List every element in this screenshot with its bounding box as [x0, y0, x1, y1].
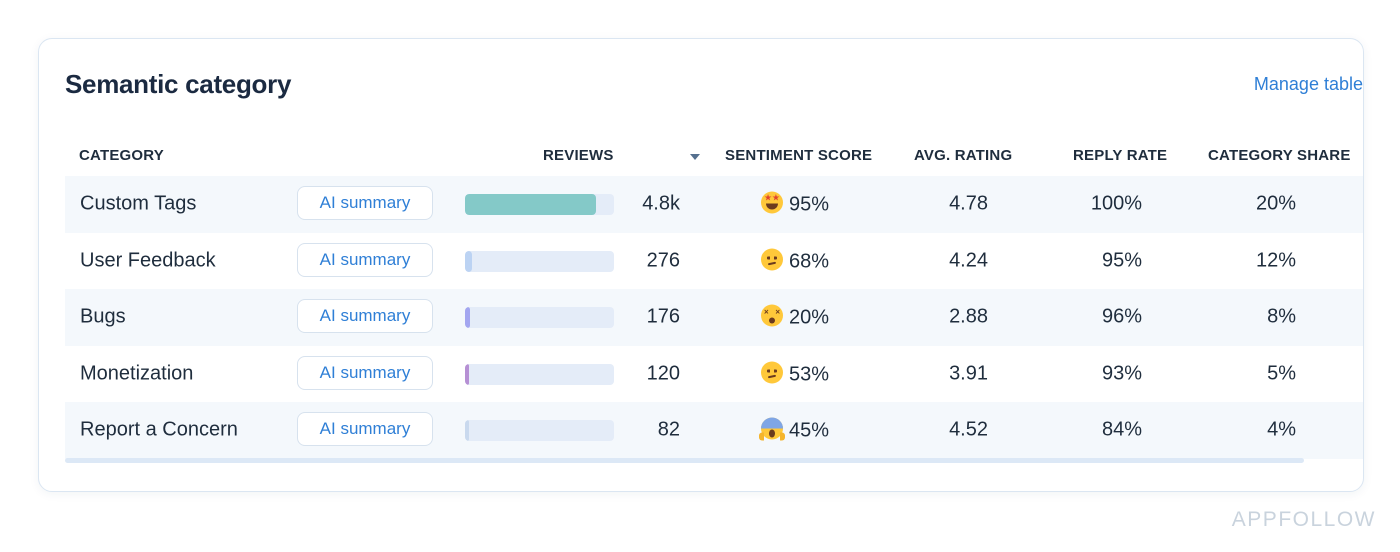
sentiment-value: 53%	[789, 363, 830, 386]
ai-summary-button[interactable]: AI summary	[297, 412, 433, 446]
sentiment-value: 95%	[789, 193, 830, 216]
reviews-count: 120	[646, 362, 680, 385]
sentiment-score: 53%	[761, 361, 829, 386]
ai-summary-button[interactable]: AI summary	[297, 355, 433, 390]
category-share: 4%	[1267, 418, 1296, 441]
avg-rating: 3.91	[949, 362, 988, 385]
reviews-bar-fill	[465, 363, 469, 385]
table-row[interactable]: Report a Concern AI summary 82 45% 4.52 84% 4%	[65, 402, 1363, 459]
semantic-category-card: Semantic category Manage table CATEGORY …	[38, 38, 1364, 492]
reviews-bar-fill	[465, 250, 473, 272]
reply-rate: 84%	[1101, 418, 1142, 441]
category-name: User Feedback	[80, 249, 216, 272]
manage-table-link[interactable]: Manage table	[1253, 74, 1363, 94]
category-name: Report a Concern	[80, 418, 238, 441]
ai-summary-button[interactable]: AI summary	[297, 186, 433, 220]
reviews-bar	[465, 250, 614, 272]
category-name: Custom Tags	[80, 192, 197, 215]
category-share: 8%	[1267, 305, 1296, 328]
table-row[interactable]: Custom Tags AI summary 4.8k 95% 4.78 100% 20%	[65, 176, 1363, 233]
table-body: Custom Tags AI summary 4.8k 95% 4.78 100% 20% U…	[65, 176, 1363, 459]
avg-rating: 2.88	[949, 305, 988, 328]
reviews-bar-fill	[465, 194, 597, 215]
avg-rating: 4.24	[949, 249, 988, 272]
category-share: 20%	[1255, 192, 1296, 215]
reply-rate: 93%	[1101, 362, 1142, 385]
category-name: Bugs	[80, 305, 126, 328]
column-header-reviews[interactable]: REVIEWS	[543, 147, 614, 164]
reply-rate: 96%	[1101, 305, 1142, 328]
reviews-count: 176	[646, 305, 680, 328]
sentiment-score: × × 20%	[761, 304, 830, 330]
sentiment-score: 95%	[761, 191, 830, 217]
appfollow-watermark: APPFOLLOW	[1231, 508, 1376, 531]
avg-rating: 4.52	[949, 418, 988, 441]
reviews-count: 276	[646, 249, 680, 272]
sort-descending-icon[interactable]	[690, 154, 700, 160]
reviews-count: 82	[657, 418, 680, 441]
screaming-face-icon	[759, 417, 785, 441]
column-header-category[interactable]: CATEGORY	[79, 147, 164, 164]
star-struck-face-icon	[761, 191, 783, 214]
sentiment-value: 68%	[789, 250, 830, 273]
column-header-avg-rating[interactable]: AVG. RATING	[914, 147, 1013, 164]
dizzy-face-icon: × ×	[761, 304, 783, 327]
reviews-bar	[465, 307, 614, 328]
category-share: 12%	[1255, 249, 1296, 272]
table-row[interactable]: Monetization AI summary 120 53% 3.91 93% 5%	[65, 346, 1363, 403]
column-header-sentiment[interactable]: SENTIMENT SCORE	[725, 147, 873, 164]
avg-rating: 4.78	[949, 192, 988, 215]
ai-summary-button[interactable]: AI summary	[297, 299, 433, 333]
reviews-bar-fill	[465, 420, 469, 441]
table-header: CATEGORY REVIEWS SENTIMENT SCORE AVG. RA…	[39, 135, 1363, 175]
sentiment-score: 45%	[759, 417, 830, 443]
column-header-category-share[interactable]: CATEGORY SHARE	[1208, 147, 1351, 164]
table-row[interactable]: User Feedback AI summary 276 68% 4.24 95% 12%	[65, 233, 1363, 290]
column-header-reply-rate[interactable]: REPLY RATE	[1073, 147, 1168, 164]
sentiment-value: 20%	[789, 306, 830, 329]
reviews-bar	[465, 363, 614, 385]
reviews-bar	[465, 420, 614, 441]
confused-face-icon	[761, 361, 783, 384]
confused-face-icon	[761, 248, 783, 271]
ai-summary-button[interactable]: AI summary	[297, 242, 433, 277]
sentiment-score: 68%	[761, 248, 829, 273]
reviews-count: 4.8k	[642, 192, 680, 215]
category-share: 5%	[1267, 362, 1296, 385]
sentiment-value: 45%	[789, 419, 830, 442]
reviews-bar	[465, 194, 614, 215]
reply-rate: 100%	[1090, 192, 1142, 215]
horizontal-scrollbar[interactable]	[65, 458, 1304, 463]
reviews-bar-fill	[465, 307, 471, 328]
category-name: Monetization	[80, 362, 194, 385]
reply-rate: 95%	[1101, 249, 1142, 272]
card-title: Semantic category	[65, 69, 292, 99]
table-row[interactable]: Bugs AI summary 176 × × 20% 2.88 96% 8%	[65, 289, 1363, 346]
